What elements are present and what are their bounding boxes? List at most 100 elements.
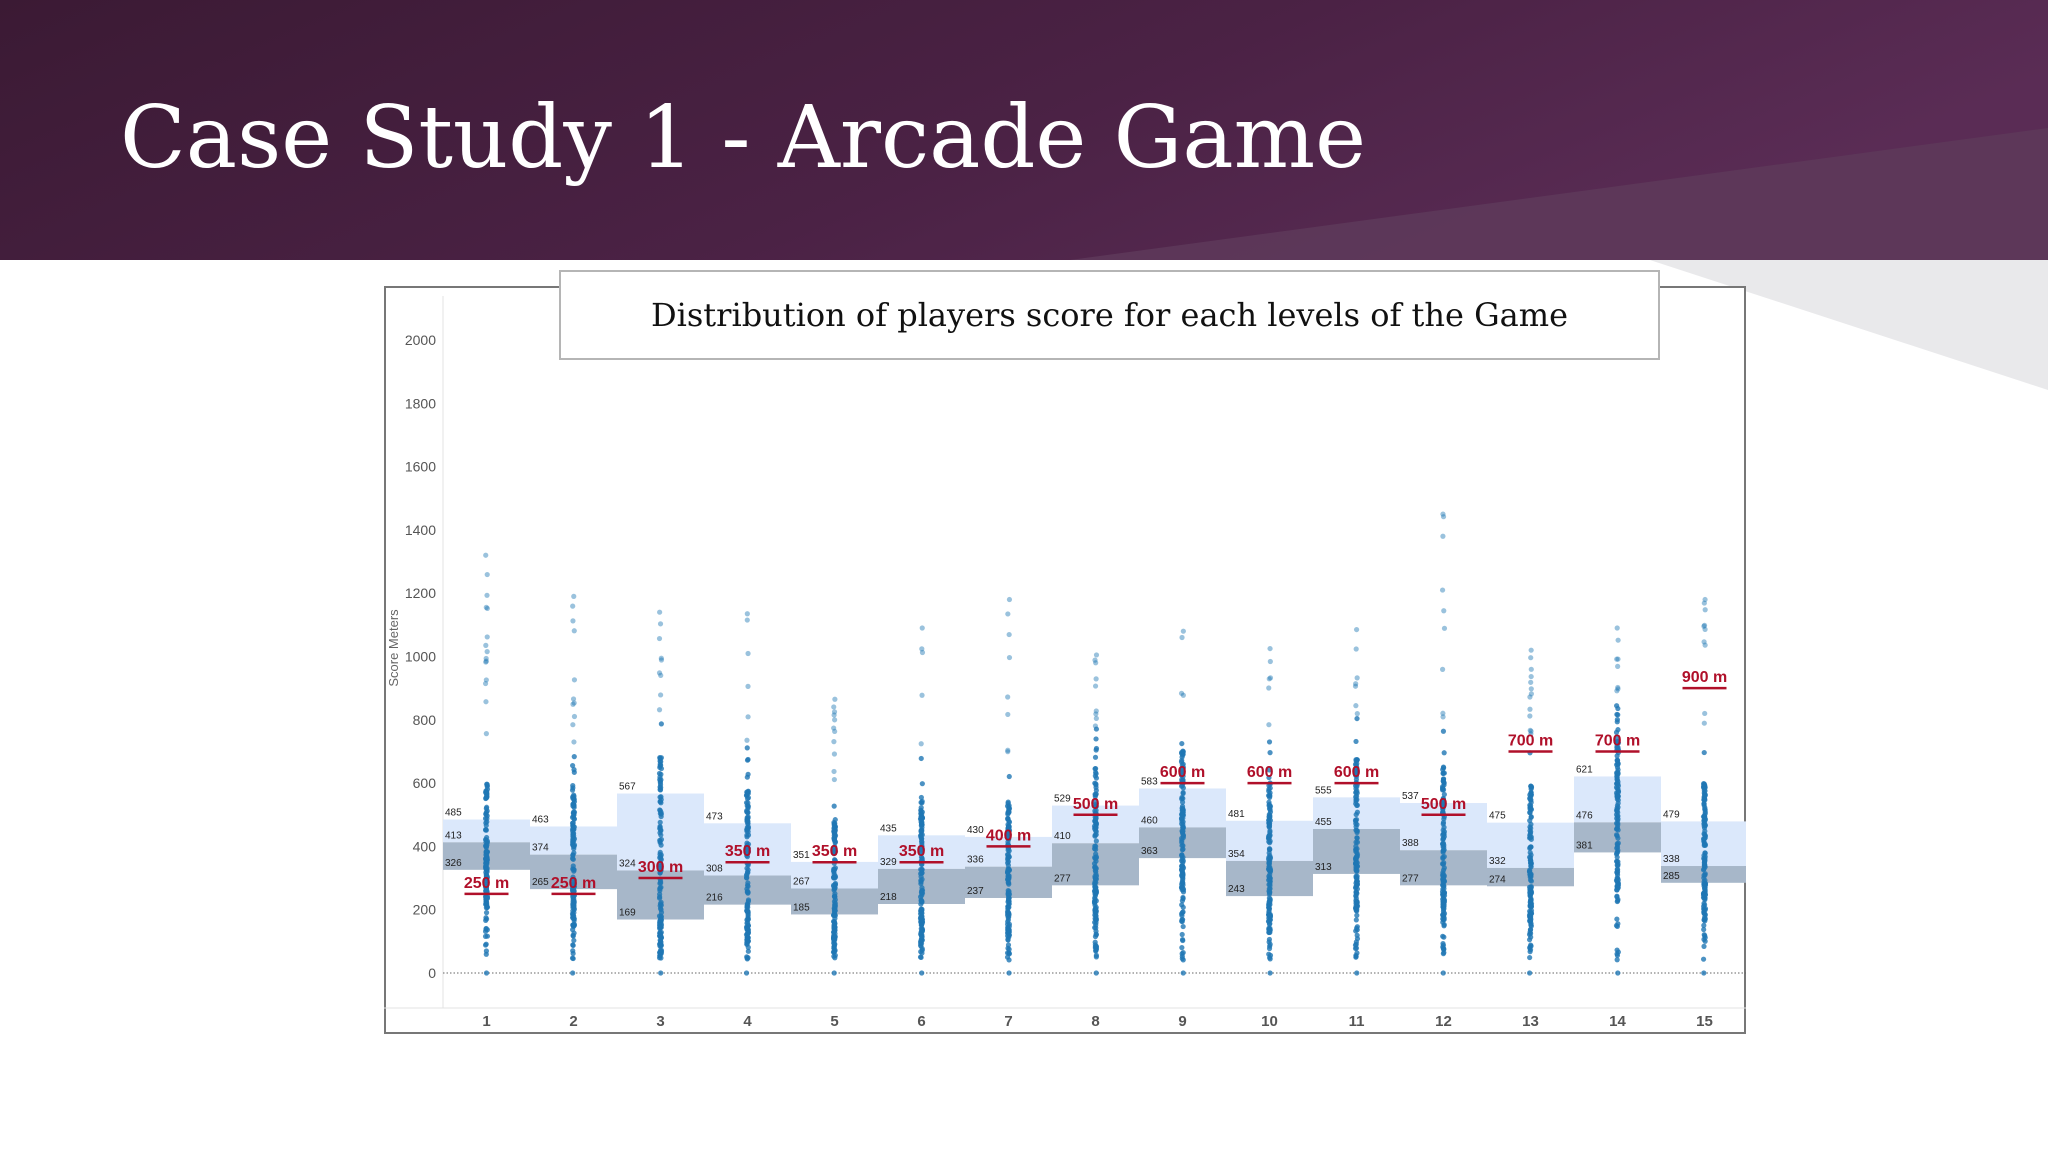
data-point (483, 905, 490, 911)
data-point (1615, 770, 1621, 776)
data-point (1178, 690, 1185, 696)
data-point (1093, 838, 1099, 844)
data-point (1180, 833, 1186, 839)
data-point (919, 646, 925, 652)
data-point (483, 642, 489, 648)
data-point (744, 937, 750, 943)
data-point (1614, 947, 1620, 953)
data-point (571, 700, 577, 706)
data-point (1006, 946, 1012, 952)
data-point (1701, 900, 1707, 906)
q1-label: 243 (1228, 884, 1245, 895)
data-point (1702, 816, 1709, 822)
data-point (1353, 738, 1359, 745)
data-point (1615, 869, 1621, 875)
data-point (1179, 931, 1185, 938)
data-point (658, 657, 665, 663)
header-grey-shape (1650, 260, 2048, 390)
data-point (1353, 954, 1359, 960)
data-point (1180, 872, 1186, 878)
data-point (1005, 694, 1011, 700)
data-point (919, 970, 925, 976)
data-point (656, 635, 663, 642)
data-point (1441, 750, 1447, 756)
data-point (1353, 646, 1359, 652)
y-tick-label: 800 (413, 712, 437, 728)
data-point (1093, 943, 1099, 949)
data-point (745, 789, 751, 795)
data-point (483, 898, 489, 904)
data-point (1180, 887, 1187, 893)
data-point (1354, 835, 1360, 841)
data-point (1353, 839, 1359, 845)
data-point (1266, 824, 1272, 830)
data-point (1353, 928, 1359, 934)
data-point (745, 809, 751, 816)
data-point (1440, 911, 1446, 918)
data-point (1702, 892, 1708, 898)
data-point (1266, 951, 1272, 957)
median-label: 388 (1402, 838, 1419, 849)
data-point (1702, 841, 1708, 848)
data-point (1092, 818, 1098, 825)
data-point (919, 798, 925, 805)
data-point (1700, 956, 1707, 962)
q3-label: 473 (706, 811, 723, 822)
q1-label: 326 (445, 858, 462, 869)
data-point (482, 933, 489, 940)
data-point (484, 856, 490, 862)
data-point (1267, 832, 1273, 838)
data-point (1266, 817, 1272, 823)
data-point (1527, 802, 1533, 808)
x-tick-label: 15 (1696, 1013, 1713, 1030)
data-point (570, 942, 576, 948)
data-point (569, 787, 576, 793)
data-point (1702, 626, 1708, 632)
data-point (571, 713, 578, 720)
data-point (571, 937, 577, 944)
data-point (744, 875, 750, 881)
data-point (831, 712, 837, 718)
data-point (1701, 623, 1707, 629)
data-point (918, 794, 924, 801)
data-point (657, 754, 663, 761)
data-point (1613, 922, 1620, 929)
data-point (1006, 773, 1012, 780)
data-point (1440, 770, 1446, 776)
q1-label: 274 (1489, 874, 1506, 885)
data-point (1354, 904, 1360, 910)
data-point (745, 683, 751, 689)
data-point (1180, 692, 1186, 698)
data-point (1092, 723, 1099, 729)
data-point (1179, 880, 1185, 886)
data-point (1527, 908, 1533, 914)
data-point (1701, 749, 1707, 756)
data-point (1005, 910, 1011, 917)
data-point (1180, 894, 1186, 901)
data-point (1092, 879, 1098, 885)
data-point (1701, 970, 1707, 976)
data-point (657, 933, 663, 939)
median-label: 267 (793, 876, 810, 887)
data-point (831, 912, 837, 919)
data-point (1354, 770, 1360, 776)
target-label: 600 m (1160, 764, 1205, 781)
data-point (571, 677, 578, 683)
data-point (1180, 628, 1186, 634)
data-point (1352, 683, 1359, 689)
data-point (831, 935, 838, 941)
y-tick-label: 200 (413, 902, 437, 918)
target-label: 300 m (638, 859, 683, 876)
q1-label: 265 (532, 877, 549, 888)
data-point (745, 832, 752, 838)
data-point (1093, 715, 1099, 721)
data-point (483, 655, 489, 662)
data-point (1266, 722, 1272, 728)
data-point (918, 827, 924, 834)
data-point (1352, 945, 1359, 952)
data-point (1528, 916, 1534, 922)
data-point (1615, 738, 1621, 745)
data-point (1527, 877, 1534, 883)
data-point (1180, 970, 1186, 976)
data-point (483, 731, 489, 737)
